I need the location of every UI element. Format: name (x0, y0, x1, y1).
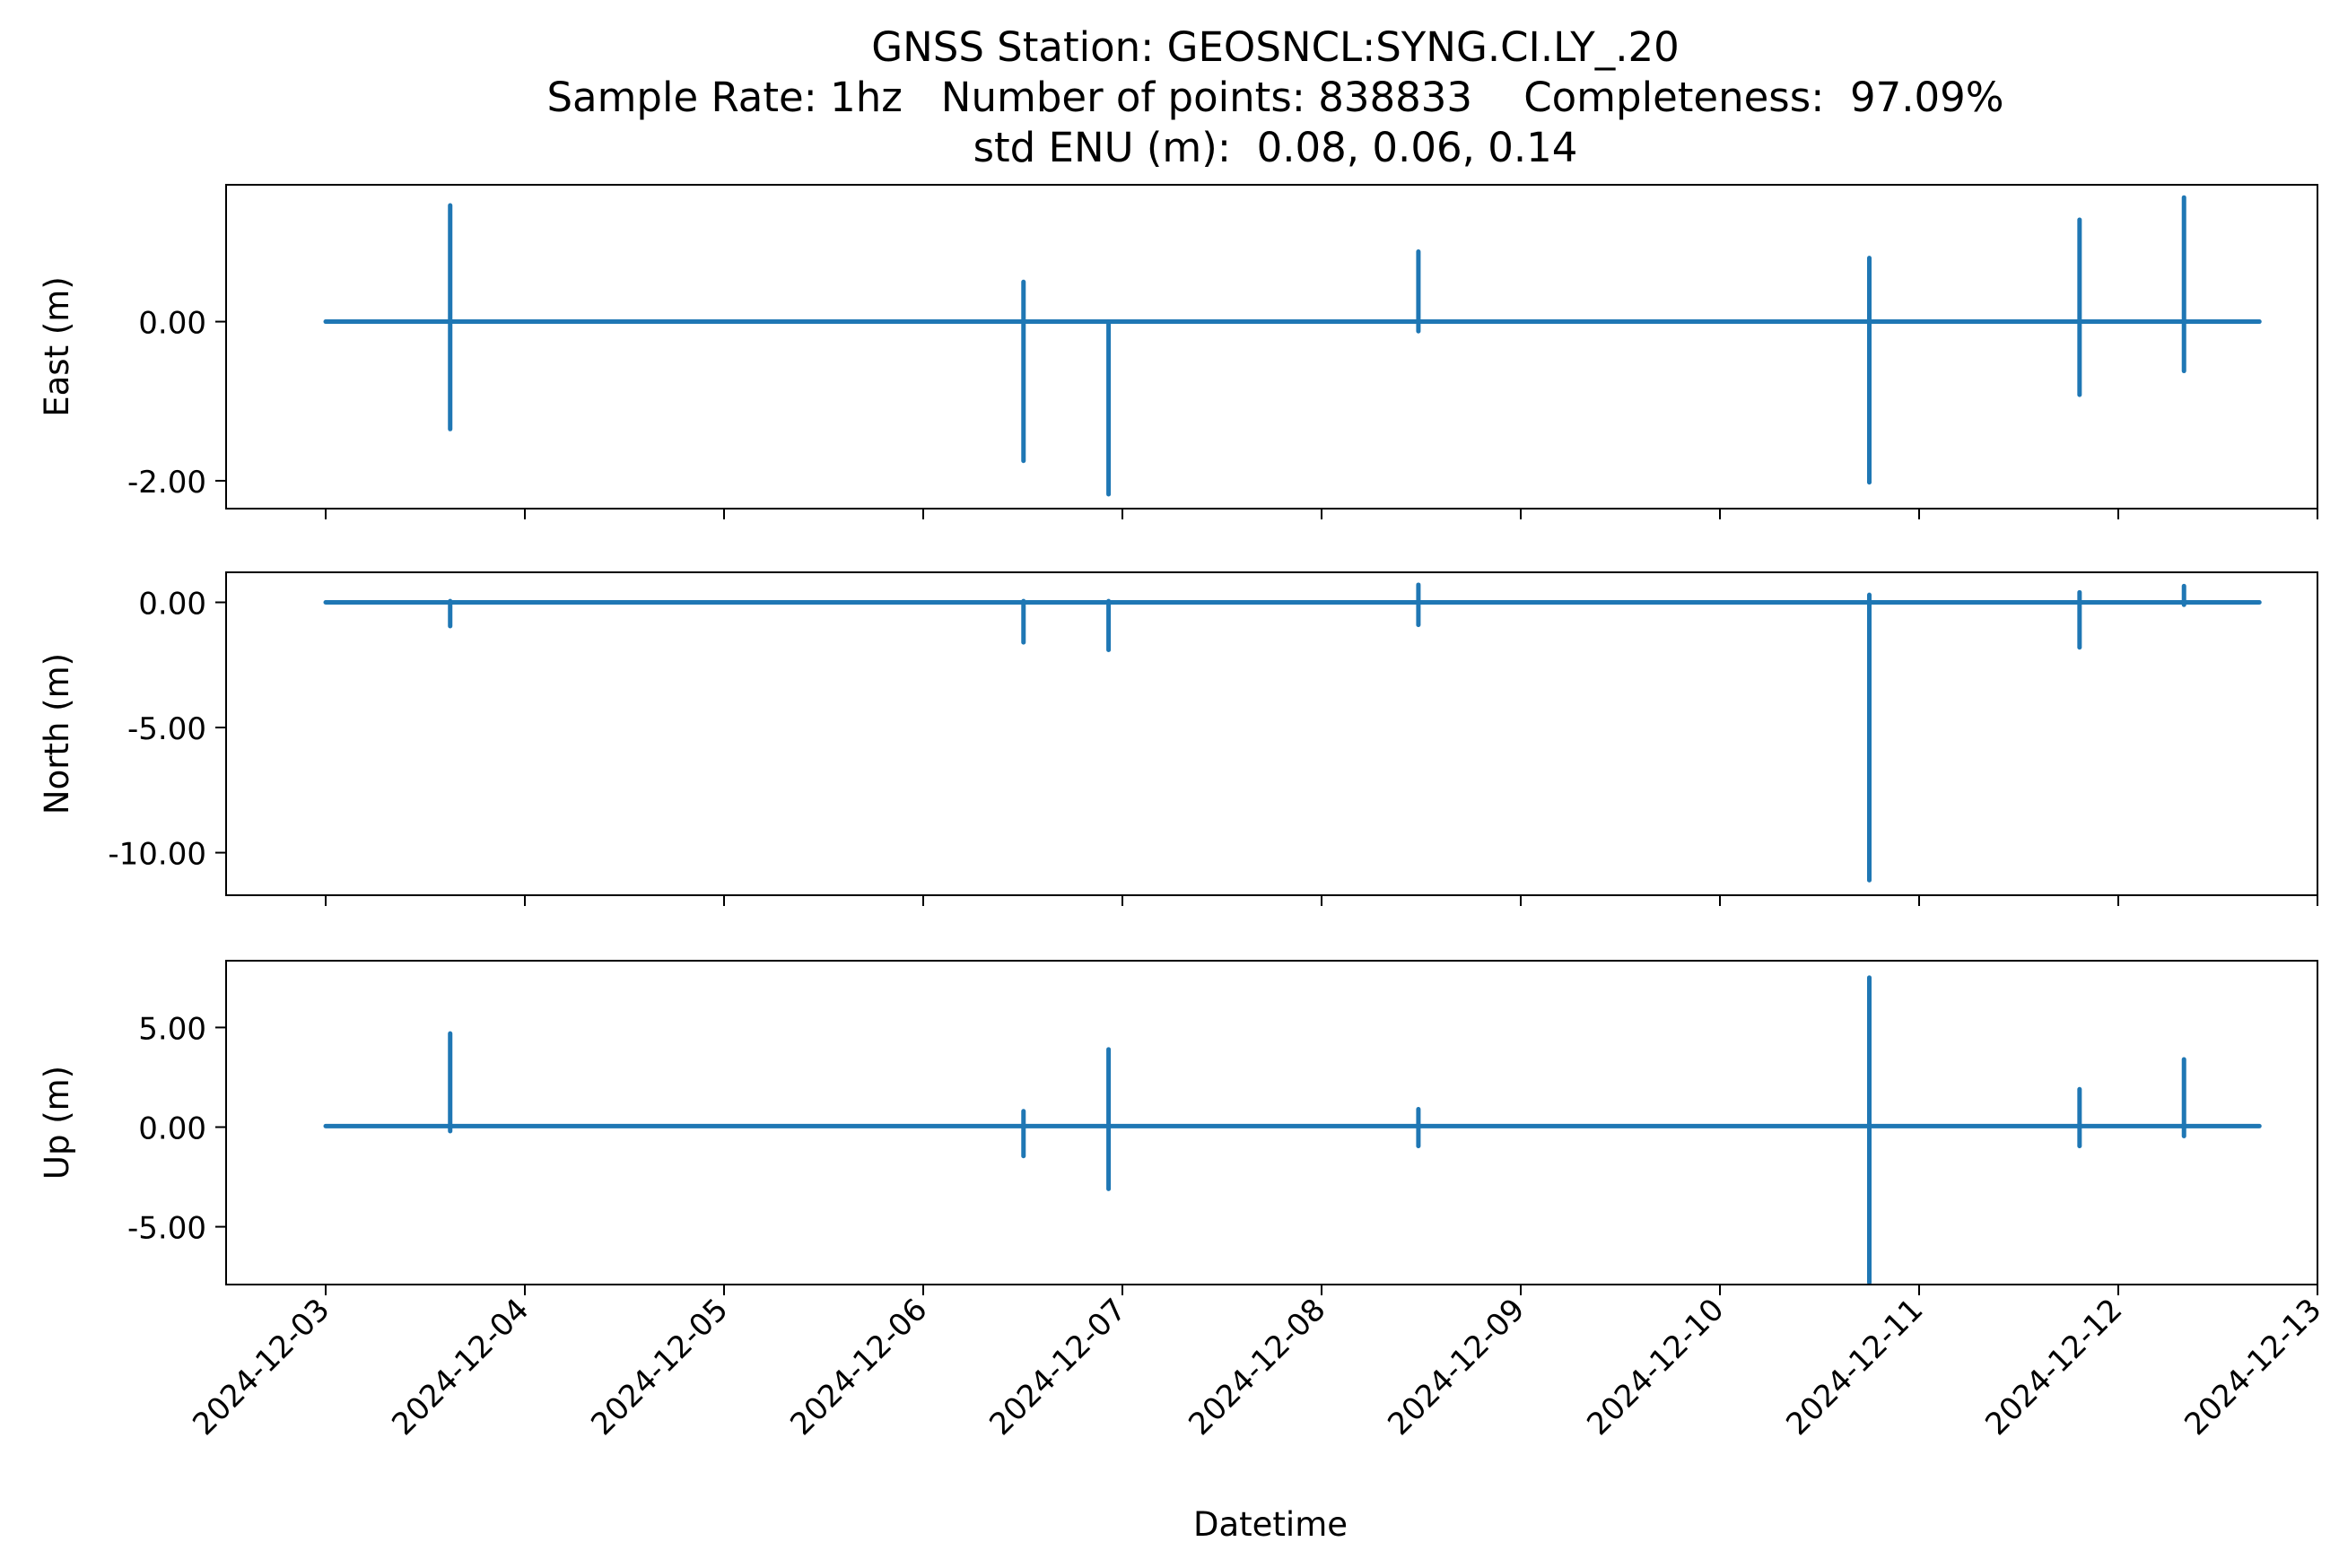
axes-frame (225, 184, 2318, 510)
axes-frame (225, 571, 2318, 896)
x-tick-label: 2024-12-03 (186, 1292, 336, 1442)
x-tick-label: 2024-12-04 (385, 1292, 536, 1442)
x-tick-label: 2024-12-08 (1182, 1292, 1332, 1442)
y-axis-label: Up (m) (38, 1066, 76, 1180)
y-tick-label: 0.00 (138, 306, 206, 342)
x-tick-label: 2024-12-07 (982, 1292, 1133, 1442)
panel-north: 0.00 -5.00 -10.00 North (m) (38, 571, 2318, 906)
x-tick-label: 2024-12-13 (2178, 1292, 2328, 1442)
x-tick-label: 2024-12-09 (1381, 1292, 1532, 1442)
chart-subtitle-std: std ENU (m): 0.08, 0.06, 0.14 (973, 124, 1578, 171)
chart-title: GNSS Station: GEOSNCL:SYNG.CI.LY_.20 (871, 23, 1680, 71)
y-tick-label: -2.00 (127, 465, 206, 501)
y-tick-label: -10.00 (108, 837, 206, 873)
x-tick-label: 2024-12-12 (1978, 1292, 2129, 1442)
x-axis-label: Datetime (1193, 1505, 1348, 1544)
y-tick-label: 0.00 (138, 586, 206, 622)
x-tick-label: 2024-12-11 (1779, 1292, 1930, 1442)
y-axis-label: North (m) (38, 653, 76, 814)
y-axis-label: East (m) (38, 276, 76, 417)
panel-east: 0.00 -2.00 East (m) (38, 184, 2318, 519)
y-tick-label: 5.00 (138, 1011, 206, 1047)
axes-frame (225, 960, 2318, 1285)
x-tick-label: 2024-12-05 (584, 1292, 735, 1442)
y-tick-label: -5.00 (127, 1211, 206, 1247)
y-tick-label: 0.00 (138, 1111, 206, 1146)
y-tick-label: -5.00 (127, 711, 206, 747)
x-tick-label: 2024-12-10 (1580, 1292, 1731, 1442)
x-tick-label: 2024-12-06 (783, 1292, 934, 1442)
panel-up: 5.00 0.00 -5.00 Up (m) (38, 960, 2318, 1295)
chart-subtitle-stats: Sample Rate: 1hz Number of points: 83883… (546, 74, 2004, 121)
